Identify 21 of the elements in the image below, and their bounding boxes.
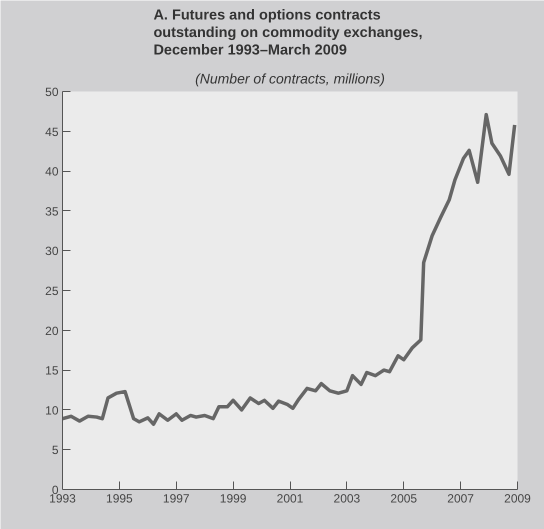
y-tick-label: 10 — [45, 403, 59, 418]
y-tick-label: 25 — [45, 284, 59, 298]
y-tick-label: 40 — [45, 164, 59, 179]
line-series — [62, 112, 516, 426]
x-tick-label: 1995 — [106, 492, 134, 506]
x-tick-label: 2003 — [334, 492, 361, 506]
y-tick-label: 50 — [45, 85, 59, 99]
x-tick-label: 2005 — [390, 492, 418, 506]
x-tick-label: 2007 — [447, 492, 474, 506]
y-tick-label: 5 — [52, 443, 59, 458]
y-tick-label: 30 — [45, 244, 59, 258]
x-tick-label: 1999 — [220, 492, 247, 506]
y-tick-label: 45 — [45, 124, 59, 139]
chart-subtitle: (Number of contracts, millions) — [195, 70, 385, 86]
y-tick-label: 15 — [45, 364, 59, 378]
chart-title: A. Futures and options contracts outstanding on commodity exchanges, December 1993–March 2009 — [153, 7, 423, 58]
y-tick-label: 35 — [45, 204, 59, 218]
y-tick-label: 20 — [45, 324, 59, 338]
x-tick-label: 2009 — [504, 492, 532, 506]
x-tick-label: 2001 — [276, 492, 304, 506]
x-tick-label: 1997 — [162, 492, 190, 506]
